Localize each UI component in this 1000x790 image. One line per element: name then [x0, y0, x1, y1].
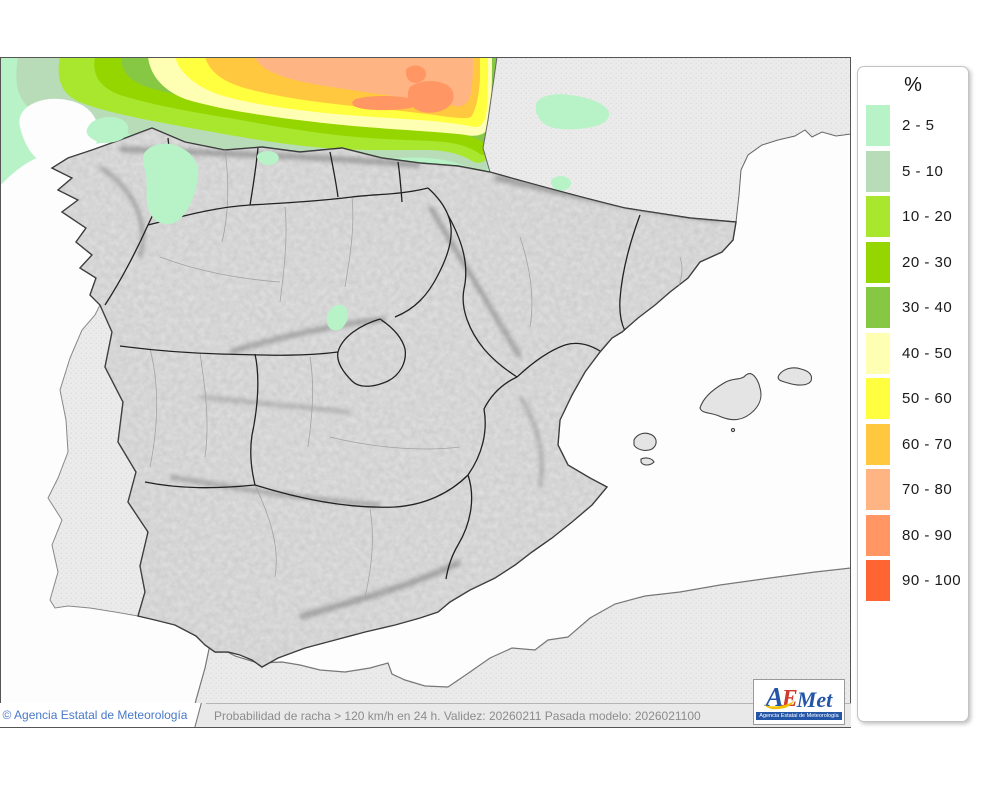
band-80-90-streak — [352, 96, 417, 111]
legend-row: 80 - 90 — [866, 513, 968, 559]
legend-row: 30 - 40 — [866, 285, 968, 331]
legend-label: 20 - 30 — [902, 253, 953, 271]
legend-row: 5 - 10 — [866, 149, 968, 195]
legend-row: 50 - 60 — [866, 376, 968, 422]
legend-rows: 2 - 5 5 - 10 10 - 20 20 - 30 30 - 40 40 … — [858, 103, 968, 604]
africa-landmass — [189, 567, 851, 728]
probability-contours — [0, 57, 530, 192]
legend-swatch — [866, 378, 890, 420]
legend-swatch — [866, 241, 890, 283]
footer-caption-bar: © Agencia Estatal de Meteorología Probab… — [0, 703, 851, 728]
legend-swatch — [866, 196, 890, 238]
legend-swatch — [866, 423, 890, 465]
legend-row: 10 - 20 — [866, 194, 968, 240]
logo-letters-met: Met — [796, 687, 833, 712]
legend-row: 40 - 50 — [866, 331, 968, 377]
map-spain-wind-gust-probability — [0, 57, 851, 728]
legend-swatch — [866, 469, 890, 511]
logo-letter-e: E — [781, 686, 798, 712]
band-80-90-spot-a — [405, 65, 427, 83]
legend-label: 10 - 20 — [902, 208, 953, 226]
logo-tagline: Agencia Estatal de Meteorología — [756, 712, 842, 720]
legend-title: % — [904, 74, 922, 96]
legend-label: 30 - 40 — [902, 299, 953, 317]
legend-label: 40 - 50 — [902, 344, 953, 362]
legend-label: 2 - 5 — [902, 117, 935, 135]
legend-label: 5 - 10 — [902, 162, 944, 180]
legend-row: 60 - 70 — [866, 422, 968, 468]
island-menorca — [777, 367, 813, 386]
footer-divider — [190, 703, 206, 727]
legend-swatch — [866, 150, 890, 192]
legend-label: 90 - 100 — [902, 572, 962, 590]
legend-swatch — [866, 105, 890, 147]
map-caption: Probabilidad de racha > 120 km/h en 24 h… — [206, 703, 851, 727]
legend-swatch — [866, 287, 890, 329]
band-80-90-spot-b — [407, 81, 454, 113]
band-2-5-patch-france — [535, 94, 610, 130]
legend-row: 70 - 80 — [866, 467, 968, 513]
island-ibiza — [633, 432, 657, 451]
aemet-logo-wordmark: A E Met — [762, 680, 833, 712]
legend-swatch — [866, 560, 890, 602]
island-cabrera — [730, 427, 736, 433]
legend-label: 60 - 70 — [902, 435, 953, 453]
legend-label: 70 - 80 — [902, 481, 953, 499]
legend-swatch — [866, 514, 890, 556]
land-probability-patches — [86, 117, 349, 331]
province-borders — [149, 149, 683, 598]
map-canvas — [0, 57, 851, 728]
legend-label: 50 - 60 — [902, 390, 953, 408]
sea-white-gap — [19, 98, 99, 168]
copyright-label: © Agencia Estatal de Meteorología — [0, 703, 190, 727]
legend-row: 20 - 30 — [866, 240, 968, 286]
band-2-5-patch-cantabria-coast — [551, 176, 571, 191]
aemet-logo: A E Met Agencia Estatal de Meteorología — [753, 679, 845, 725]
legend-swatch — [866, 332, 890, 374]
probability-legend: % 2 - 5 5 - 10 10 - 20 20 - 30 30 - 40 — [857, 66, 969, 722]
legend-row: 90 - 100 — [866, 558, 968, 604]
island-formentera — [640, 457, 655, 466]
legend-label: 80 - 90 — [902, 526, 953, 544]
logo-letter-a: A — [765, 682, 784, 712]
island-mallorca — [699, 373, 762, 421]
balearic-islands — [633, 367, 813, 466]
legend-row: 2 - 5 — [866, 103, 968, 149]
